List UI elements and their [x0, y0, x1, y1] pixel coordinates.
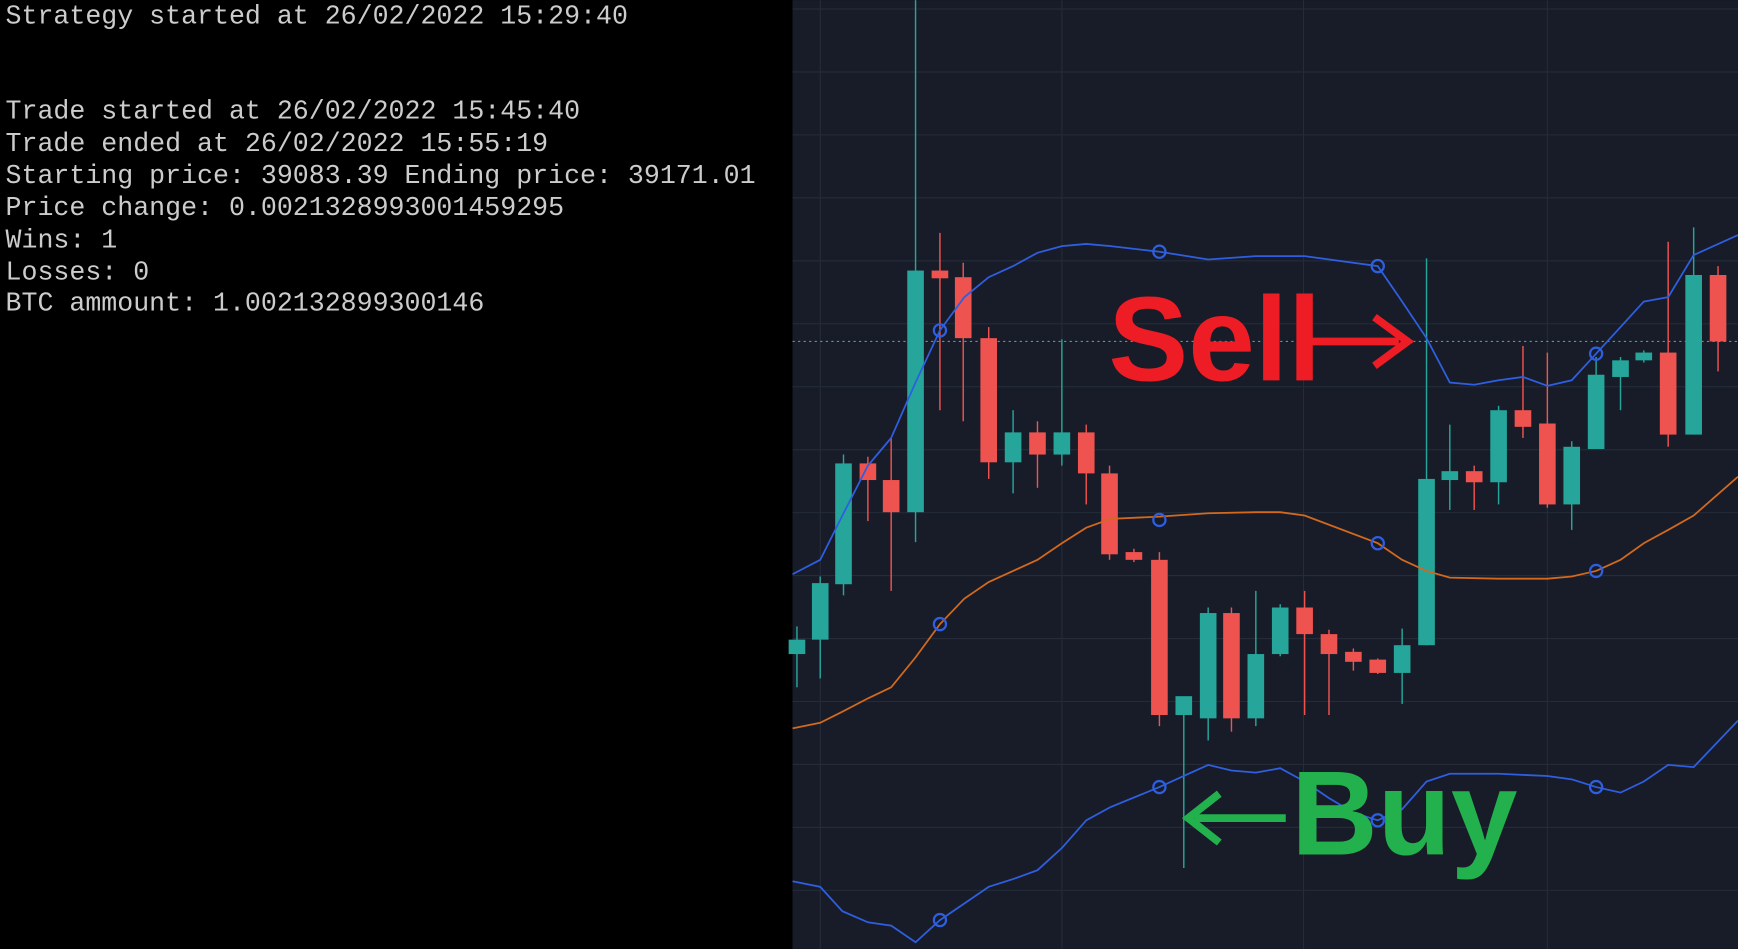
sell-arrow-head: [1372, 313, 1415, 370]
band-marker: [932, 912, 948, 928]
band-marker: [1370, 813, 1385, 828]
candle-body: [1101, 473, 1118, 555]
candle-body: [1587, 374, 1605, 450]
candle-body: [1004, 432, 1022, 463]
console-line: Price change: 0.0021328993001459295: [6, 193, 565, 223]
candle-body: [835, 463, 852, 585]
buy-label: Buy: [1291, 748, 1517, 881]
candle-body: [907, 270, 924, 513]
band-marker: [1152, 244, 1167, 259]
candle-body: [882, 480, 900, 513]
candle-body: [1053, 432, 1071, 455]
band-marker: [1370, 258, 1385, 274]
console-line: BTC ammount: 1.002132899300146: [6, 288, 485, 318]
candle-body: [1563, 446, 1581, 505]
candle-body: [1199, 613, 1217, 719]
console-line: Strategy started at 26/02/2022 15:29:40: [6, 1, 628, 31]
candle-body: [1514, 410, 1532, 427]
candle-body: [1175, 696, 1193, 716]
upper-band: [792, 234, 1738, 576]
candle-body: [1685, 274, 1702, 435]
middle-band: [792, 476, 1738, 730]
band-marker: [932, 616, 948, 632]
candle-body: [1393, 645, 1411, 673]
band-marker: [1588, 346, 1604, 361]
band-marker: [1152, 512, 1167, 528]
candle-body: [1490, 410, 1507, 483]
candle-body: [1659, 352, 1677, 435]
candle-body: [1539, 423, 1556, 505]
candle-body: [1345, 651, 1362, 662]
console-line: Wins: 1: [6, 225, 118, 255]
candle-body: [1635, 352, 1653, 361]
candle-body: [1612, 360, 1629, 377]
chart: Sell Buy: [788, 0, 1738, 949]
candle-body: [1271, 607, 1289, 655]
band-marker: [1370, 536, 1385, 551]
candle-body: [980, 338, 998, 463]
candle-body: [1029, 432, 1046, 455]
candle-body: [1223, 613, 1240, 719]
candle-body: [811, 583, 829, 640]
candle-body: [1418, 478, 1435, 646]
candle-body: [1465, 471, 1483, 483]
console-line: Trade ended at 26/02/2022 15:55:19: [6, 129, 549, 159]
console-line: Starting price: 39083.39 Ending price: 3…: [6, 161, 756, 191]
candle-body: [788, 639, 806, 655]
candle-body: [1247, 654, 1265, 719]
candle-body: [954, 277, 972, 339]
buy-arrow-head: [1181, 790, 1222, 846]
candle-body: [1369, 659, 1387, 673]
console-line: Trade started at 26/02/2022 15:45:40: [6, 97, 581, 127]
candle-body: [1320, 634, 1338, 655]
candle-body: [1151, 559, 1168, 716]
band-marker: [1588, 779, 1604, 795]
candle-body: [1441, 471, 1459, 481]
console-panel: [0, 0, 793, 949]
band-marker: [932, 323, 948, 338]
sell-label: Sell: [1108, 273, 1321, 406]
band-marker: [1152, 779, 1167, 795]
candle-body: [1077, 432, 1095, 474]
candle-body: [931, 270, 949, 279]
console-line: Losses: 0: [6, 257, 150, 287]
candle-body: [859, 463, 877, 481]
candle-body: [1296, 607, 1313, 635]
band-marker: [1588, 563, 1604, 579]
chart-panel: [792, 0, 1738, 949]
candle-body: [1709, 274, 1727, 342]
candle-body: [1125, 552, 1143, 560]
